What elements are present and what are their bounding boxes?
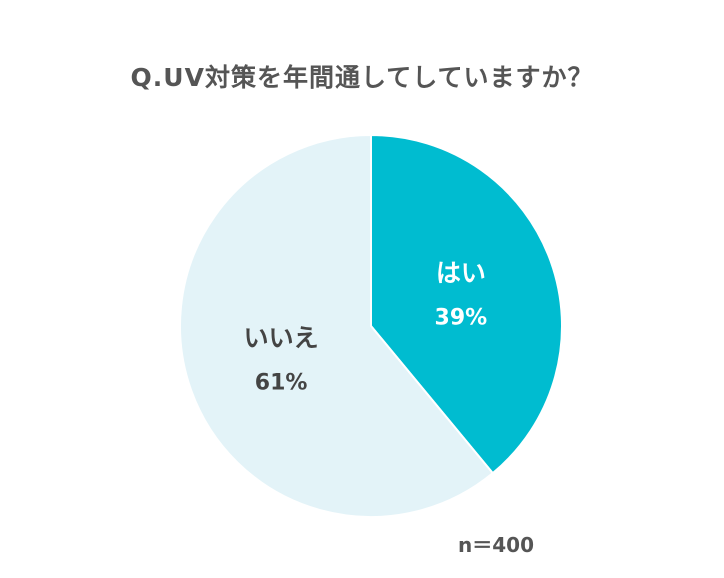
chart-title: Q.UV対策を年間通してしていますか？ (130, 63, 594, 92)
slice-value-label-1: 39% (435, 306, 488, 331)
slice-label-2: いいえ (244, 323, 319, 352)
slice-label-1: はい (436, 259, 486, 288)
slice-value-label-2: 61% (255, 370, 308, 395)
pie-slice-2 (179, 133, 495, 518)
pie-slice-1 (370, 133, 563, 475)
sample-size-label: n＝400 (458, 533, 534, 557)
